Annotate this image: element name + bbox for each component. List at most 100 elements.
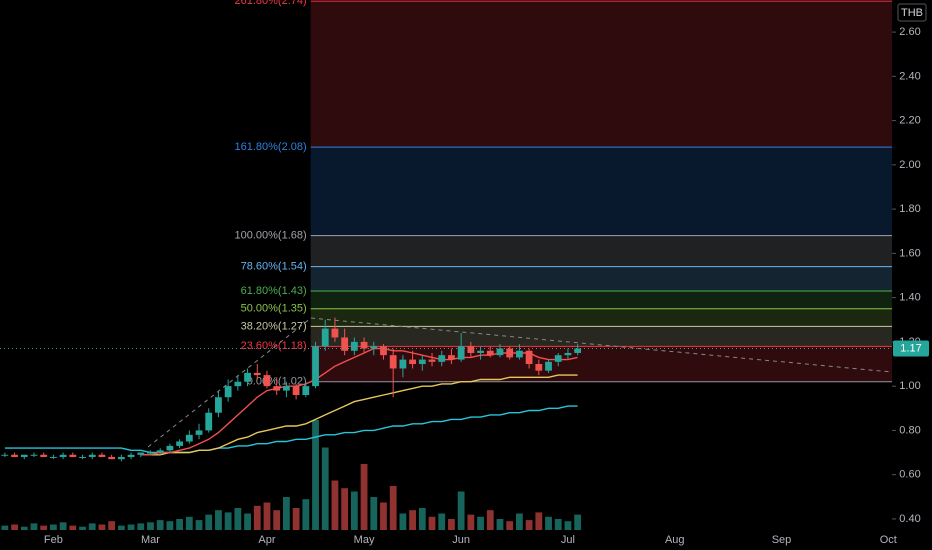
volume-bar: [370, 497, 378, 530]
candle-body: [11, 454, 18, 457]
candle-body: [409, 359, 417, 365]
moving-average: [140, 347, 578, 456]
volume-bar: [30, 523, 38, 530]
fib-label: 38.20%(1.27): [241, 320, 307, 332]
candle-body: [341, 337, 349, 351]
volume-bar: [79, 526, 86, 530]
candle-body: [515, 350, 523, 358]
candle-body: [176, 441, 184, 446]
candle-body: [350, 341, 358, 351]
candle-body: [215, 397, 222, 413]
x-tick-label: Feb: [44, 534, 63, 546]
candle-body: [448, 355, 455, 360]
candle-body: [428, 359, 436, 362]
candle-body: [302, 386, 310, 396]
volume-bar: [486, 510, 494, 530]
y-tick-label: 1.60: [899, 247, 920, 259]
y-tick-label: 2.00: [899, 159, 920, 171]
fib-label: 23.60%(1.18): [241, 340, 307, 352]
volume-bar: [428, 516, 436, 530]
volume-bar: [20, 526, 28, 530]
volume-bar: [88, 523, 96, 530]
volume-bar: [389, 486, 397, 530]
candle-body: [496, 348, 504, 356]
fib-zone: [310, 235, 893, 267]
volume-bar: [331, 480, 339, 530]
candle-body: [20, 454, 28, 457]
candle-body: [59, 454, 67, 457]
candle-body: [282, 386, 290, 391]
y-tick-label: 0.60: [899, 469, 920, 481]
volume-bar: [253, 505, 261, 530]
candle-body: [389, 355, 397, 369]
fib-zone: [310, 291, 893, 309]
last-price-badge: [893, 340, 929, 357]
volume-bar: [234, 508, 242, 530]
volume-bar: [108, 521, 116, 530]
volume-bar: [49, 524, 57, 530]
candle-body: [30, 454, 38, 456]
candle-body: [205, 412, 213, 431]
candle-body: [195, 430, 203, 435]
volume-bar: [496, 519, 504, 530]
volume-bar: [117, 525, 125, 530]
y-tick-label: 0.40: [899, 513, 920, 525]
moving-averages: [4, 347, 578, 456]
candle-body: [380, 346, 387, 356]
volume-bar: [224, 512, 232, 530]
x-tick-label: Apr: [258, 534, 275, 546]
volume-bar: [185, 516, 193, 530]
volume-bar: [341, 488, 349, 530]
fib-zone: [310, 308, 893, 327]
volume-bar: [515, 513, 523, 530]
volume-bar: [409, 510, 417, 530]
x-tick-label: Aug: [665, 534, 685, 546]
candle-body: [244, 372, 251, 382]
volume-bar: [1, 525, 9, 530]
y-tick-label: 2.60: [899, 26, 920, 38]
candle-body: [40, 454, 48, 457]
volume-bar: [360, 464, 368, 530]
volume-bar: [554, 519, 562, 530]
volume-bar: [263, 502, 271, 530]
x-tick-label: Mar: [141, 534, 160, 546]
volume-bar: [273, 510, 281, 530]
volume-bar: [282, 497, 290, 530]
trend-line: [147, 317, 312, 448]
y-tick-label: 1.40: [899, 292, 920, 304]
volume-bar: [292, 508, 300, 530]
candle-body: [574, 348, 582, 353]
candle-body: [331, 328, 339, 338]
candle-body: [1, 454, 9, 456]
candle-body: [234, 381, 242, 387]
candle-body: [137, 452, 145, 455]
volume-bar: [564, 521, 572, 530]
candle-body: [525, 350, 533, 365]
candle-body: [224, 386, 232, 398]
volume-bar: [40, 525, 48, 530]
price-axis: 0.400.600.801.001.201.401.601.802.002.20…: [0, 26, 929, 546]
x-tick-label: Oct: [880, 534, 897, 546]
volume-bar: [380, 502, 387, 530]
volume: [1, 420, 582, 530]
x-tick-label: May: [354, 534, 375, 546]
candle-body: [166, 445, 174, 451]
volume-bar: [506, 521, 514, 530]
y-tick-label: 0.80: [899, 424, 920, 436]
candle-body: [312, 346, 319, 387]
fib-zone: [310, 266, 893, 292]
candle-body: [564, 352, 572, 356]
fib-zone: [310, 326, 893, 347]
candle-body: [263, 375, 271, 387]
candle-body: [253, 372, 261, 376]
candle-body: [88, 454, 96, 457]
candle-body: [185, 434, 193, 442]
candle-body: [147, 452, 154, 454]
x-tick-label: Sep: [772, 534, 792, 546]
candle-body: [535, 364, 543, 371]
candle-body: [486, 350, 494, 356]
candle-body: [506, 348, 514, 358]
volume-bar: [448, 519, 455, 530]
